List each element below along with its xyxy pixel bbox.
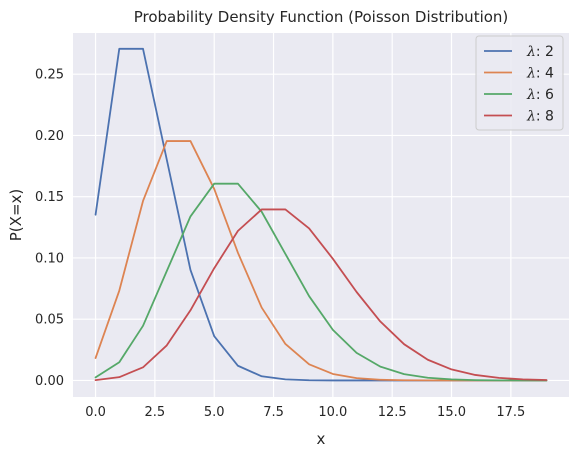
x-tick-label: 5.0	[204, 405, 225, 420]
legend-label-1: λ: 2	[526, 44, 554, 60]
y-axis-title: P(X=x)	[7, 189, 25, 241]
y-tick-label: 0.20	[35, 129, 64, 144]
x-tick-labels: 0.0 2.5 5.0 7.5 10.0 12.5 15.0 17.5	[85, 405, 525, 420]
series-line-3	[94, 182, 548, 382]
legend-value: : 6	[536, 87, 554, 103]
series-line-4	[94, 208, 548, 381]
legend-value: : 4	[536, 66, 554, 82]
legend: λ: 2λ: 4λ: 6λ: 8	[475, 35, 564, 131]
y-tick-label: 0.05	[35, 313, 64, 328]
legend-box	[475, 35, 564, 131]
x-tick-label: 10.0	[318, 405, 347, 420]
y-tick-labels: 0.00 0.05 0.10 0.15 0.20 0.25	[35, 68, 64, 389]
y-tick-label: 0.00	[35, 374, 64, 389]
x-tick-label: 17.5	[496, 405, 525, 420]
y-tick-label: 0.25	[35, 68, 64, 83]
legend-symbol: λ	[526, 66, 536, 82]
legend-label-4: λ: 8	[526, 109, 554, 125]
legend-value: : 2	[536, 44, 554, 60]
y-tick-label: 0.10	[35, 251, 64, 266]
series-lines	[94, 47, 548, 382]
x-tick-label: 12.5	[378, 405, 407, 420]
x-tick-label: 2.5	[145, 405, 166, 420]
legend-label-3: λ: 6	[526, 87, 554, 103]
legend-symbol: λ	[526, 87, 536, 103]
x-tick-label: 0.0	[85, 405, 106, 420]
x-axis-title: x	[317, 430, 326, 448]
legend-label-2: λ: 4	[526, 66, 554, 82]
x-tick-label: 7.5	[263, 405, 284, 420]
legend-value: : 8	[536, 109, 554, 125]
chart-title: Probability Density Function (Poisson Di…	[134, 8, 509, 26]
x-tick-label: 15.0	[437, 405, 466, 420]
y-tick-label: 0.15	[35, 190, 64, 205]
legend-symbol: λ	[526, 109, 536, 125]
legend-symbol: λ	[526, 44, 536, 60]
